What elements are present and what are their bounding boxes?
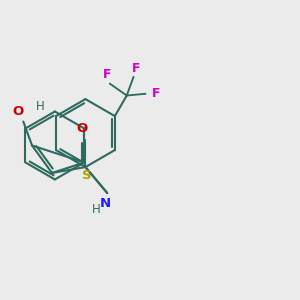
- Text: H: H: [92, 203, 100, 216]
- Text: H: H: [36, 100, 45, 113]
- Text: F: F: [132, 61, 140, 74]
- Text: F: F: [152, 87, 161, 100]
- Text: S: S: [82, 169, 92, 182]
- Text: N: N: [100, 197, 111, 210]
- Text: O: O: [12, 105, 23, 118]
- Text: O: O: [76, 122, 87, 135]
- Text: F: F: [103, 68, 112, 81]
